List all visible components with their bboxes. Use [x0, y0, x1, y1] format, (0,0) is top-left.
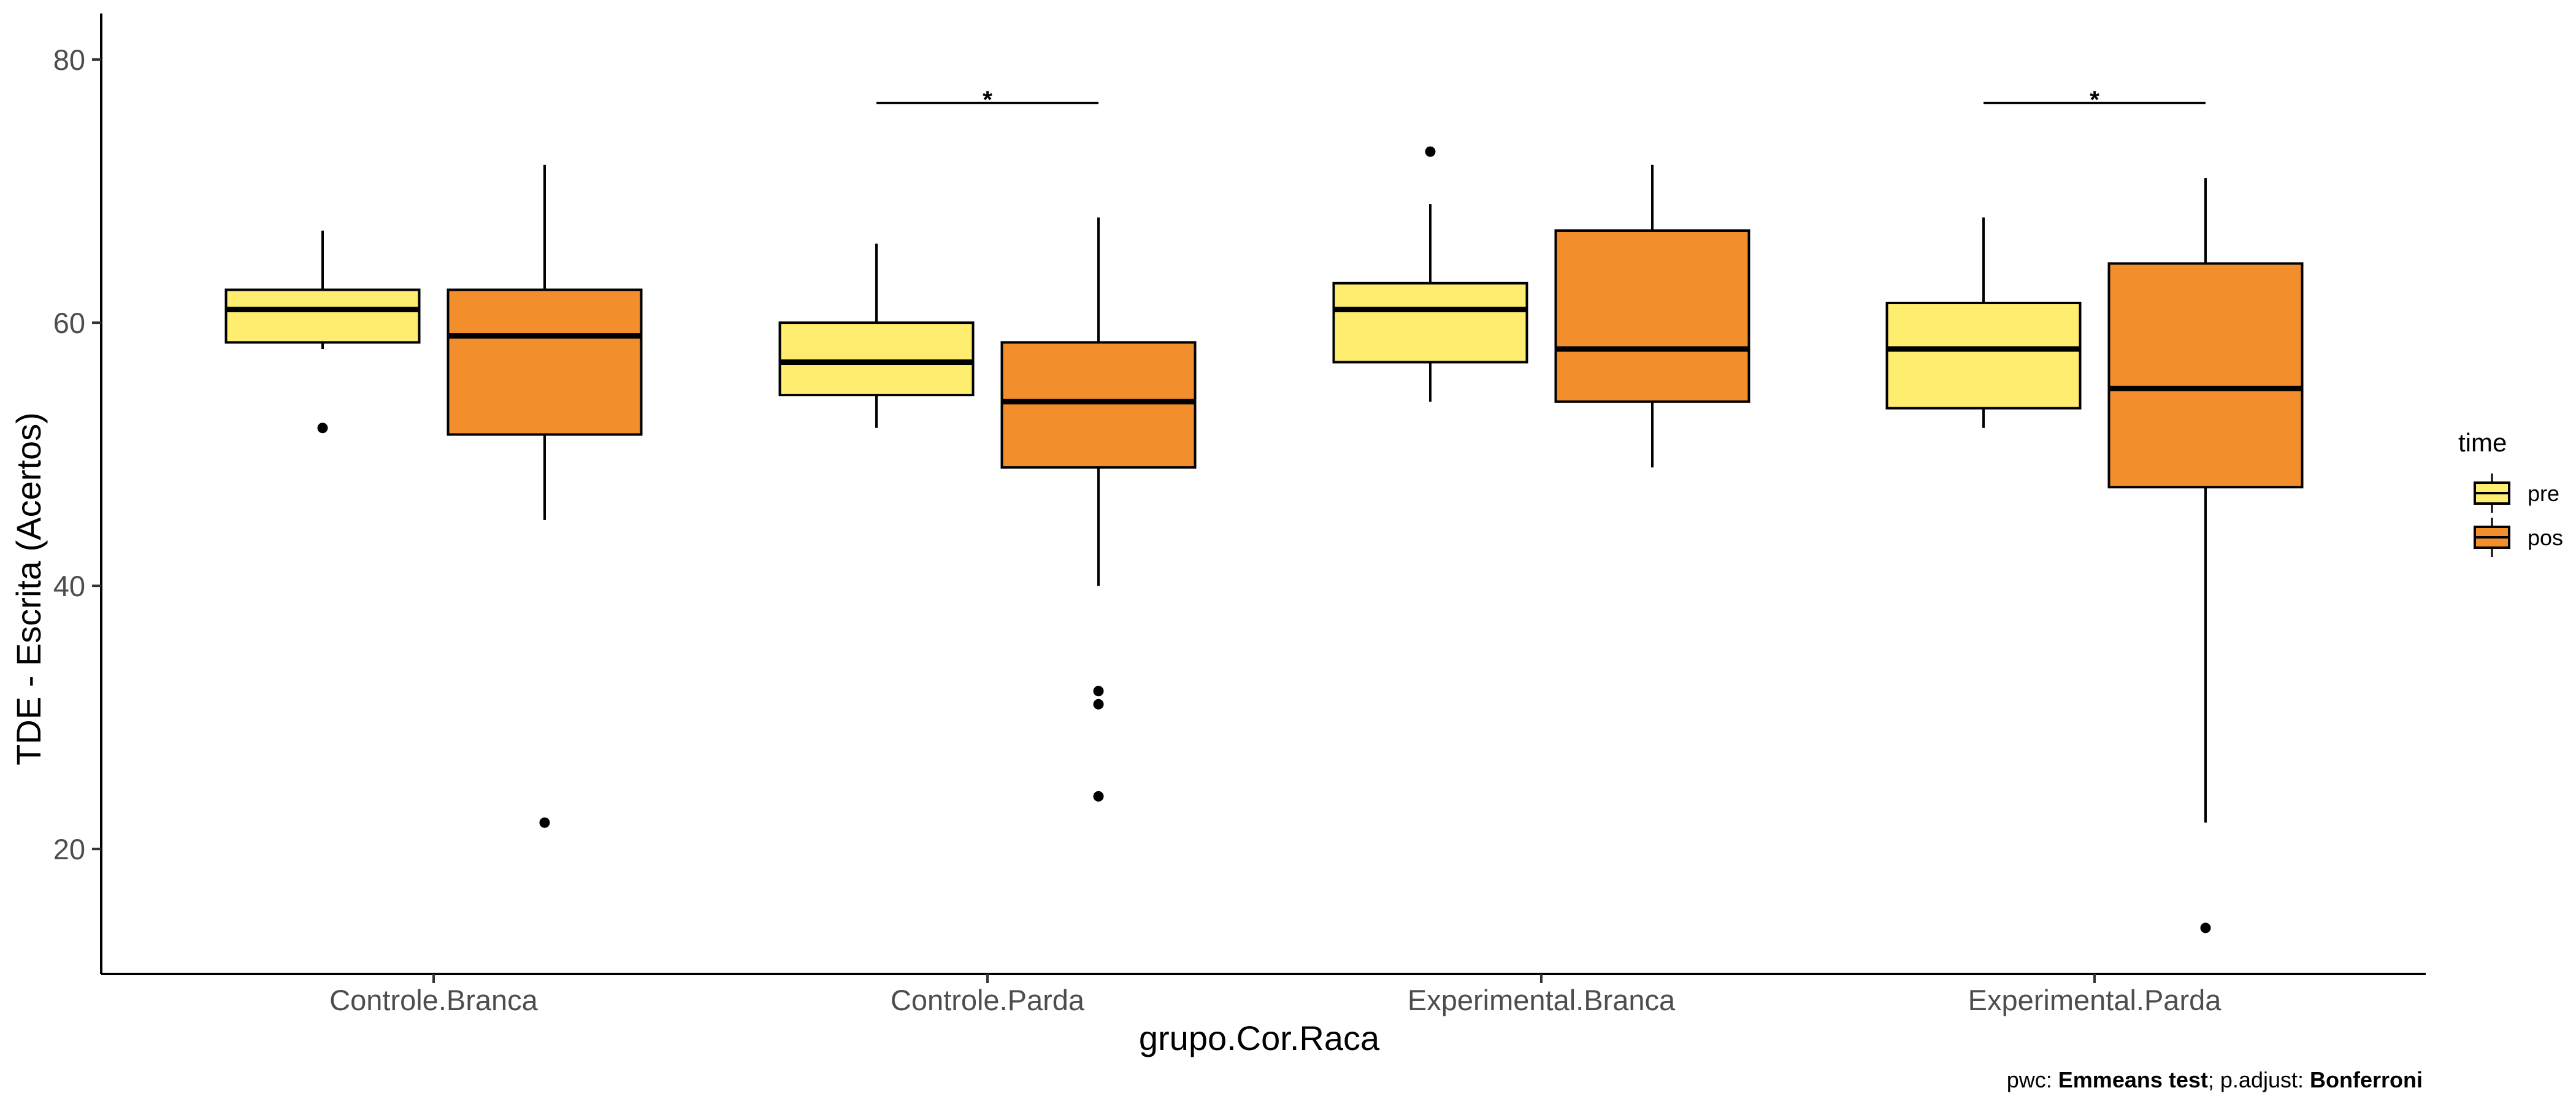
significance-bracket-Experimental.Parda: * — [1984, 86, 2206, 113]
box-pre-Controle.Branca — [224, 230, 421, 434]
legend-label: pos — [2528, 525, 2563, 550]
caption-test: Emmeans test — [2058, 1067, 2208, 1092]
box-iqr — [2107, 262, 2304, 489]
outlier-point — [1425, 146, 1436, 157]
significance-label: * — [983, 86, 992, 113]
y-axis-title: TDE - Escrita (Acertos) — [9, 412, 48, 765]
x-tick-label: Controle.Parda — [891, 984, 1085, 1016]
box-iqr — [1885, 301, 2082, 410]
box-pos-Controle.Parda — [1000, 217, 1197, 802]
box-iqr — [778, 321, 975, 397]
significance-bracket-Controle.Parda: * — [876, 86, 1098, 113]
legend-entry-pre: pre — [2474, 473, 2559, 513]
x-tick-label: Experimental.Branca — [1408, 984, 1676, 1016]
box-pos-Experimental.Branca — [1554, 164, 1750, 468]
box-pre-Experimental.Parda — [1885, 217, 2082, 428]
x-tick-label: Experimental.Parda — [1968, 984, 2222, 1016]
outlier-point — [1093, 791, 1104, 802]
y-tick-label: 80 — [53, 44, 85, 76]
caption-method: Bonferroni — [2310, 1067, 2423, 1092]
caption-mid: ; p.adjust: — [2208, 1067, 2310, 1092]
box-pre-Controle.Parda — [778, 243, 975, 428]
x-tick-label: Controle.Branca — [329, 984, 538, 1016]
plot-area: * * — [224, 86, 2304, 933]
y-tick-label: 40 — [53, 570, 85, 602]
legend-title: time — [2458, 428, 2507, 457]
box-pos-Experimental.Parda — [2107, 178, 2304, 933]
box-pos-Controle.Branca — [447, 164, 643, 828]
box-iqr — [447, 288, 643, 436]
x-axis-title: grupo.Cor.Raca — [1139, 1019, 1380, 1057]
box-iqr — [224, 288, 421, 344]
outlier-point — [1093, 699, 1104, 710]
box-iqr — [1000, 341, 1197, 469]
legend-label: pre — [2528, 481, 2559, 506]
outlier-point — [317, 423, 328, 434]
box-iqr — [1554, 229, 1750, 403]
caption: pwc: Emmeans test; p.adjust: Bonferroni — [2007, 1067, 2423, 1092]
outlier-point — [1093, 686, 1104, 697]
y-tick-label: 60 — [53, 307, 85, 339]
box-pre-Experimental.Branca — [1332, 146, 1528, 402]
outlier-point — [2200, 922, 2211, 933]
legend-entry-pos: pos — [2474, 518, 2563, 557]
caption-prefix: pwc: — [2007, 1067, 2058, 1092]
box-iqr — [1332, 282, 1528, 364]
y-tick-label: 20 — [53, 833, 85, 865]
axes: 20 40 60 80 Controle.Branca Controle.Parda Exp… — [53, 13, 2426, 1016]
outlier-point — [539, 817, 550, 828]
significance-label: * — [2090, 86, 2099, 113]
